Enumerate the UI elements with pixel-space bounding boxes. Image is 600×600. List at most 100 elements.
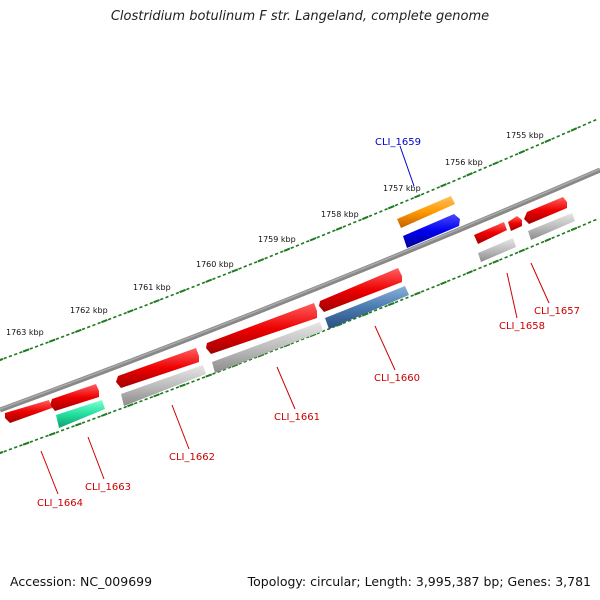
minor-tick xyxy=(186,287,190,291)
map-title: Clostridium botulinum F str. Langeland, … xyxy=(110,9,490,24)
kbp-label: 1760 kbp xyxy=(196,260,234,269)
minor-tick xyxy=(118,313,122,317)
gene-block-cli-1660-steel[interactable] xyxy=(325,286,409,329)
minor-tick xyxy=(3,449,7,453)
minor-tick xyxy=(8,447,13,451)
minor-tick xyxy=(212,277,216,281)
gene-label-cli-1660[interactable]: CLI_1660 xyxy=(374,373,420,384)
kbp-label: 1761 kbp xyxy=(133,283,171,292)
gene-labels: CLI_1657 CLI_1658 CLI_1659 CLI_1660 CLI_… xyxy=(37,137,580,509)
minor-tick xyxy=(196,378,201,381)
minor-tick xyxy=(426,287,430,291)
minor-tick xyxy=(577,225,581,229)
minor-tick xyxy=(264,352,268,355)
minor-tick xyxy=(540,141,545,145)
minor-tick xyxy=(217,275,221,279)
gene-block-cli-1659-orange[interactable] xyxy=(397,196,455,228)
minor-tick xyxy=(97,321,101,325)
minor-tick xyxy=(306,335,310,339)
gene-arrow-cli-1658[interactable] xyxy=(474,222,507,244)
minor-tick xyxy=(321,329,326,333)
minor-tick xyxy=(384,207,388,211)
major-tick xyxy=(387,204,395,210)
minor-tick xyxy=(159,392,164,395)
minor-tick xyxy=(472,170,477,174)
leader-line-cli-1664 xyxy=(40,450,59,495)
minor-tick xyxy=(295,339,300,343)
major-tick xyxy=(101,318,108,324)
minor-tick xyxy=(483,264,487,268)
gene-label-cli-1662[interactable]: CLI_1662 xyxy=(169,452,215,463)
minor-tick xyxy=(420,192,425,196)
minor-tick xyxy=(577,125,581,129)
major-tick xyxy=(127,309,134,314)
minor-tick xyxy=(504,157,508,161)
gene-arrow-cli-1662[interactable] xyxy=(116,348,199,388)
gene-block-cli-1662-gray[interactable] xyxy=(121,365,206,406)
gene-label-cli-1664[interactable]: CLI_1664 xyxy=(37,498,83,509)
gene-label-cli-1659[interactable]: CLI_1659 xyxy=(375,137,421,148)
minor-tick xyxy=(201,376,206,379)
major-tick xyxy=(22,441,30,446)
minor-tick xyxy=(473,268,477,272)
kbp-label: 1763 kbp xyxy=(6,328,44,337)
kbp-label: 1762 kbp xyxy=(70,306,108,315)
gene-arrow-cli-1664[interactable] xyxy=(5,400,52,423)
minor-tick xyxy=(358,218,362,222)
gene-arrow-cli-1660[interactable] xyxy=(319,268,402,312)
gene-block-cli-1657-gray[interactable] xyxy=(528,213,575,240)
gene-label-cli-1657[interactable]: CLI_1657 xyxy=(534,306,580,317)
minor-tick xyxy=(316,331,321,335)
minor-tick xyxy=(149,301,154,305)
minor-tick xyxy=(399,201,404,205)
minor-tick xyxy=(139,399,143,403)
minor-tick xyxy=(123,405,127,409)
minor-tick xyxy=(186,382,190,385)
gene-arrow-cli-1657[interactable] xyxy=(524,197,567,224)
minor-tick xyxy=(488,262,493,266)
minor-tick xyxy=(295,244,300,247)
kbp-label: 1757 kbp xyxy=(383,184,421,193)
minor-tick xyxy=(566,229,571,233)
minor-tick xyxy=(13,446,18,449)
major-tick xyxy=(283,343,291,348)
major-tick xyxy=(257,353,265,358)
minor-tick xyxy=(139,305,143,309)
minor-tick xyxy=(452,277,456,281)
minor-tick xyxy=(504,255,508,259)
gene-block-cli-1658-gray[interactable] xyxy=(478,238,516,262)
major-tick xyxy=(22,348,30,353)
minor-tick xyxy=(499,258,503,261)
minor-tick xyxy=(446,181,451,185)
minor-tick xyxy=(227,366,232,369)
minor-tick xyxy=(514,251,519,255)
major-tick xyxy=(127,403,134,408)
major-tick xyxy=(570,127,578,132)
minor-tick xyxy=(551,137,555,140)
minor-tick xyxy=(316,235,321,239)
gene-arrow-cli-1661[interactable] xyxy=(206,303,317,354)
minor-tick xyxy=(60,335,65,339)
gene-arrow-cli-1659-blue[interactable] xyxy=(403,214,460,248)
kbp-label: 1756 kbp xyxy=(445,158,483,167)
gene-label-cli-1661[interactable]: CLI_1661 xyxy=(274,412,320,423)
genome-backbone xyxy=(0,167,600,413)
gene-block-cli-1661-gray[interactable] xyxy=(212,322,323,373)
gene-arrow-small[interactable] xyxy=(508,216,522,231)
kbp-label: 1758 kbp xyxy=(321,210,359,219)
gene-arrow-cli-1663[interactable] xyxy=(50,384,99,411)
minor-tick xyxy=(347,319,352,323)
major-tick xyxy=(179,383,186,388)
minor-tick xyxy=(535,242,540,246)
minor-tick xyxy=(113,315,117,319)
leader-lines xyxy=(40,145,550,495)
gene-block-cli-1663-teal[interactable] xyxy=(56,400,105,428)
minor-tick xyxy=(540,240,545,244)
minor-tick xyxy=(405,296,409,300)
minor-tick xyxy=(561,232,566,235)
minor-tick xyxy=(587,221,592,224)
gene-label-cli-1658[interactable]: CLI_1658 xyxy=(499,321,545,332)
major-tick xyxy=(466,270,473,275)
minor-tick xyxy=(133,307,138,311)
gene-label-cli-1663[interactable]: CLI_1663 xyxy=(85,482,131,493)
